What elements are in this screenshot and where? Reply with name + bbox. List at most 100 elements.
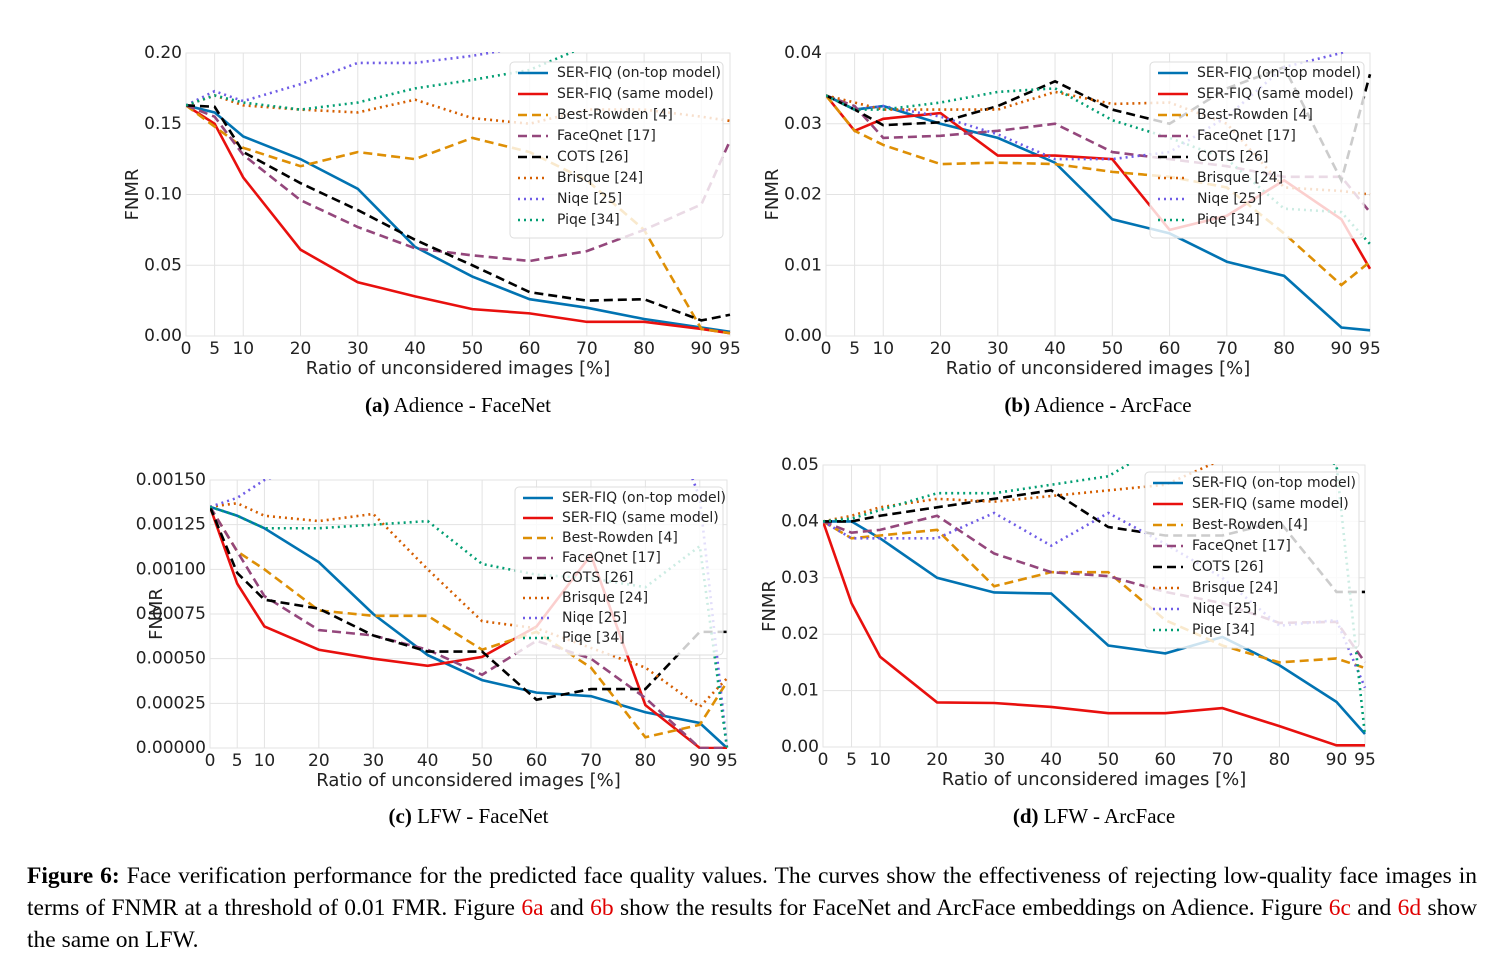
caption-text: show the results for FaceNet and ArcFace… xyxy=(620,895,1323,921)
subfigure-label: (c) xyxy=(389,804,412,828)
caption-text: Face verification performance for the pr… xyxy=(27,863,1477,921)
x-tick-label: 10 xyxy=(232,339,254,359)
x-tick-label: 40 xyxy=(1044,339,1066,359)
y-tick-label: 0.02 xyxy=(781,624,819,644)
caption-label: Figure 6: xyxy=(27,863,120,889)
y-tick-label: 0.00100 xyxy=(136,559,206,579)
legend-label: Best-Rowden [4] xyxy=(562,530,678,546)
x-tick-label: 60 xyxy=(1154,750,1176,770)
x-tick-label: 20 xyxy=(308,751,330,771)
legend-label: Niqe [25] xyxy=(557,191,622,207)
line-series xyxy=(823,520,1366,670)
line-series xyxy=(210,479,729,749)
line-series xyxy=(826,52,1347,161)
subfigure-title: LFW - ArcFace xyxy=(1044,804,1175,828)
legend-label: Brisque [24] xyxy=(1192,580,1278,596)
x-tick-label: 95 xyxy=(1359,339,1381,359)
figure-ref[interactable]: 6b xyxy=(590,895,614,921)
x-tick-label: 70 xyxy=(1212,750,1234,770)
legend-label: COTS [26] xyxy=(557,149,628,165)
legend-box xyxy=(1144,471,1360,649)
x-tick-label: 5 xyxy=(846,750,857,770)
x-tick-label: 0 xyxy=(821,339,832,359)
x-tick-label: 90 xyxy=(689,751,711,771)
legend-label: Niqe [25] xyxy=(562,610,627,626)
legend-label: Niqe [25] xyxy=(1192,601,1257,617)
chart: 0.00 0.01 0.02 0.03 0.04 0.05 0 5 10 20 30 40 50 60 70… xyxy=(759,455,1376,828)
legend-label: Piqe [34] xyxy=(557,212,620,228)
x-tick-label: 30 xyxy=(983,750,1005,770)
legend-label: FaceQnet [17] xyxy=(1197,128,1296,144)
x-tick-label: 80 xyxy=(633,339,655,359)
x-tick-label: 70 xyxy=(580,751,602,771)
line-series xyxy=(826,65,1372,184)
subfigure-caption: (a) Adience - FaceNet xyxy=(365,393,551,417)
y-tick-label: 0.00125 xyxy=(136,515,206,535)
x-tick-label: 60 xyxy=(526,751,548,771)
legend-label: FaceQnet [17] xyxy=(1192,538,1291,554)
legend-label: SER-FIQ (on-top model) xyxy=(562,490,726,506)
legend-box xyxy=(514,486,724,656)
legend-label: SER-FIQ (on-top model) xyxy=(557,65,721,81)
x-tick-label: 30 xyxy=(362,751,384,771)
legend-label: SER-FIQ (same model) xyxy=(1197,86,1354,102)
line-series xyxy=(826,94,1371,287)
y-tick-label: 0.05 xyxy=(144,255,182,275)
line-series xyxy=(210,506,727,749)
x-tick-label: 95 xyxy=(719,339,741,359)
y-tick-label: 0.00000 xyxy=(136,738,206,758)
line-series xyxy=(186,94,731,126)
x-tick-label: 5 xyxy=(849,339,860,359)
figure-caption: Figure 6: Face verification performance … xyxy=(27,860,1477,956)
line-series xyxy=(210,506,727,702)
y-axis-label: FNMR xyxy=(146,588,167,640)
x-tick-label: 5 xyxy=(232,751,243,771)
x-tick-label: 80 xyxy=(1273,339,1295,359)
legend-label: SER-FIQ (same model) xyxy=(1192,496,1349,512)
legend-label: Best-Rowden [4] xyxy=(557,107,673,123)
legend-label: Brisque [24] xyxy=(557,170,643,186)
x-tick-label: 20 xyxy=(926,750,948,770)
legend-label: Brisque [24] xyxy=(562,590,648,606)
legend-label: COTS [26] xyxy=(1192,559,1263,575)
legend-label: Niqe [25] xyxy=(1197,191,1262,207)
subfigure-label: (b) xyxy=(1004,393,1030,417)
caption-text: show the same on LFW. xyxy=(27,895,1478,953)
subfigure-caption: (c) LFW - FaceNet xyxy=(389,804,549,828)
line-series xyxy=(186,104,731,334)
legend-label: Brisque [24] xyxy=(1197,170,1283,186)
figure-ref[interactable]: 6d xyxy=(1397,895,1422,921)
figure-ref[interactable]: 6c xyxy=(1328,895,1351,921)
x-tick-label: 0 xyxy=(818,750,829,770)
x-tick-label: 40 xyxy=(404,339,426,359)
y-tick-label: 0.01 xyxy=(784,255,822,275)
chart: 0.00 0.01 0.02 0.03 0.04 0 5 10 20 30 40 50 60 70 80 90… xyxy=(762,43,1381,417)
x-tick-label: 70 xyxy=(576,339,598,359)
legend-label: SER-FIQ (same model) xyxy=(562,510,719,526)
line-series xyxy=(210,501,728,709)
y-tick-label: 0.00050 xyxy=(136,649,206,669)
chart: 0.00000 0.00025 0.00050 0.00075 0.00100 0.001… xyxy=(136,470,738,828)
y-tick-label: 0.03 xyxy=(784,114,822,134)
y-tick-label: 0.00025 xyxy=(136,693,206,713)
y-tick-label: 0.05 xyxy=(781,455,819,475)
y-tick-label: 0.00 xyxy=(784,326,822,346)
x-tick-label: 90 xyxy=(1326,750,1348,770)
legend-label: SER-FIQ (same model) xyxy=(557,86,714,102)
legend-label: FaceQnet [17] xyxy=(557,128,656,144)
legend-box xyxy=(1149,61,1365,239)
x-tick-label: 30 xyxy=(347,339,369,359)
y-tick-label: 0.00150 xyxy=(136,470,206,490)
subfigure-label: (d) xyxy=(1013,804,1039,828)
x-tick-label: 80 xyxy=(1269,750,1291,770)
x-tick-label: 10 xyxy=(254,751,276,771)
x-tick-label: 20 xyxy=(930,339,952,359)
line-series xyxy=(823,464,1216,523)
y-tick-label: 0.00 xyxy=(781,737,819,757)
x-axis-label: Ratio of unconsidered images [%] xyxy=(946,358,1251,379)
figure-ref[interactable]: 6a xyxy=(521,895,544,921)
legend-label: Piqe [34] xyxy=(1192,622,1255,638)
x-tick-label: 70 xyxy=(1216,339,1238,359)
subfigure-title: LFW - FaceNet xyxy=(417,804,549,828)
